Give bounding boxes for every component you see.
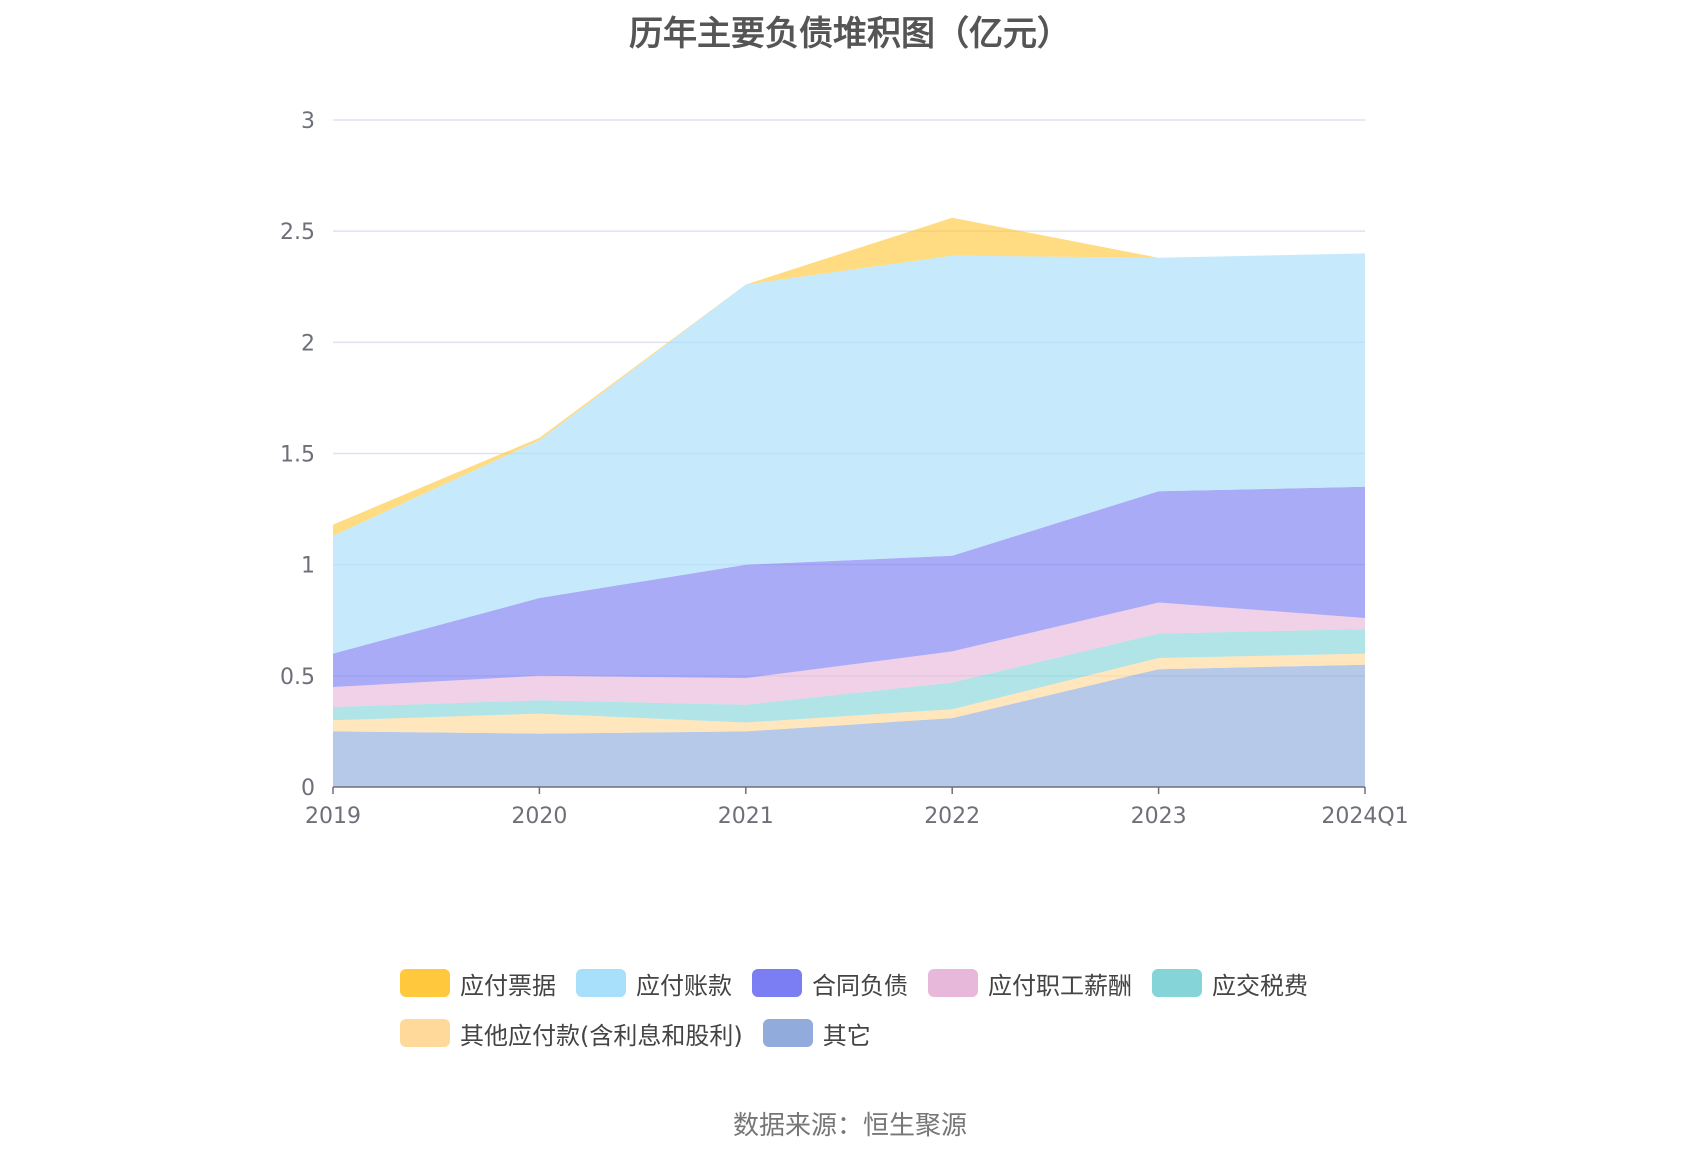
legend-item[interactable]: 应付票据: [400, 966, 556, 1001]
y-tick-label: 3: [301, 109, 315, 134]
area-应付职工薪酬: [333, 602, 1365, 707]
legend-item[interactable]: 应付账款: [576, 966, 732, 1001]
area-series: [333, 217, 1365, 787]
legend-row: 其他应付款(含利息和股利) 其它: [400, 1008, 1400, 1058]
legend: 应付票据 应付账款 合同负债 应付职工薪酬 应交税费 其他应付款(含利息和股利) 其它: [400, 958, 1400, 1058]
legend-label: 其它: [822, 1021, 871, 1050]
legend-swatch: [576, 969, 626, 997]
axes: 0 0.5 1 1.5 2 2.5 3 2019 2020 2021 2022 2023 2024Q1: [280, 109, 1409, 829]
y-tick-label: 0: [301, 776, 315, 801]
x-tick-label: 2022: [924, 804, 980, 829]
x-tick-label: 2021: [718, 804, 774, 829]
legend-label: 其他应付款(含利息和股利): [460, 1021, 743, 1050]
legend-label: 应付职工薪酬: [988, 971, 1132, 1000]
area-合同负债: [333, 486, 1365, 687]
legend-item[interactable]: 应交税费: [1152, 966, 1308, 1001]
legend-swatch: [1152, 969, 1202, 997]
legend-row: 应付票据 应付账款 合同负债 应付职工薪酬 应交税费: [400, 958, 1400, 1008]
x-tick-label: 2024Q1: [1321, 804, 1408, 829]
x-tick-label: 2023: [1131, 804, 1187, 829]
legend-label: 应交税费: [1212, 971, 1308, 1000]
y-tick-label: 2.5: [280, 220, 315, 245]
y-tick-label: 0.5: [280, 665, 315, 690]
legend-swatch: [928, 969, 978, 997]
y-tick-label: 1: [301, 554, 315, 579]
legend-label: 合同负债: [812, 971, 908, 1000]
legend-item[interactable]: 其他应付款(含利息和股利): [400, 1016, 743, 1051]
y-tick-label: 1.5: [280, 443, 315, 468]
y-tick-label: 2: [301, 331, 315, 356]
legend-label: 应付账款: [636, 971, 732, 1000]
source-note: 数据来源：恒生聚源: [732, 1111, 967, 1141]
chart-title: 历年主要负债堆积图（亿元）: [629, 14, 1071, 54]
area-其他应付款(含利息和股利): [333, 653, 1365, 734]
area-其它: [333, 664, 1365, 787]
x-tick-label: 2020: [511, 804, 567, 829]
legend-swatch: [400, 969, 450, 997]
x-tick-label: 2019: [305, 804, 361, 829]
area-应交税费: [333, 629, 1365, 723]
legend-item[interactable]: 其它: [762, 1016, 871, 1051]
legend-swatch: [400, 1019, 450, 1047]
area-应付账款: [333, 253, 1365, 654]
legend-swatch: [762, 1019, 813, 1047]
legend-swatch: [752, 969, 802, 997]
legend-item[interactable]: 应付职工薪酬: [928, 966, 1132, 1001]
legend-label: 应付票据: [460, 971, 556, 1000]
legend-item[interactable]: 合同负债: [752, 966, 908, 1001]
